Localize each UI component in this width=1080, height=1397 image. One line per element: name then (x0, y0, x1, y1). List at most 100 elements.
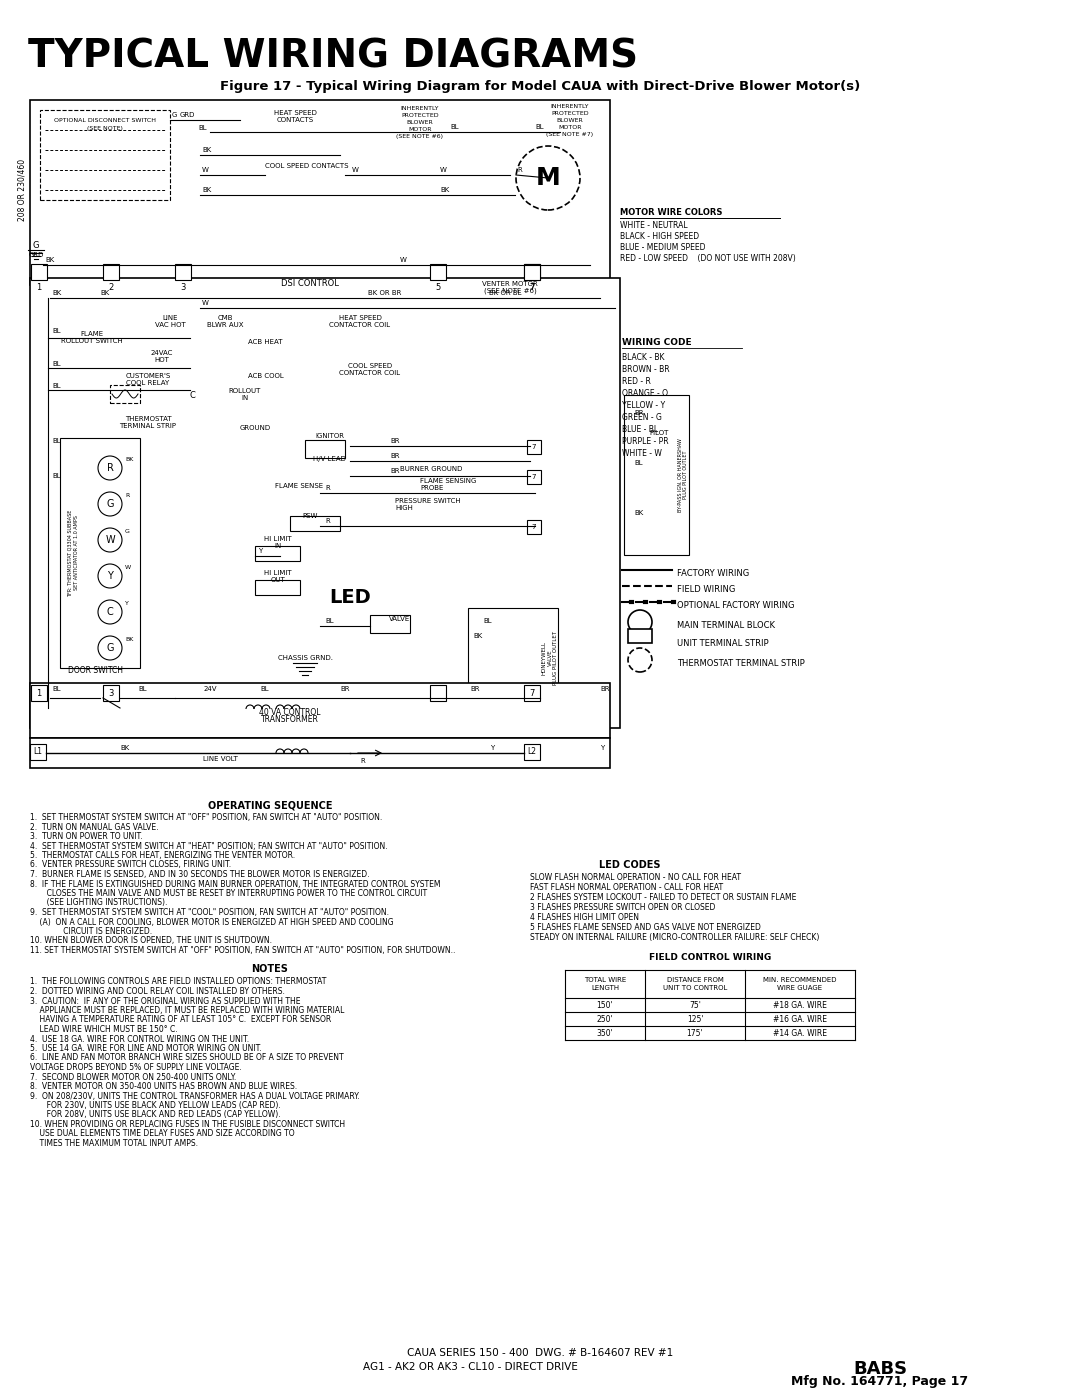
Bar (30, 745, 46, 760)
Text: Y: Y (125, 601, 129, 606)
Text: MOTOR: MOTOR (558, 124, 582, 130)
Text: C: C (107, 608, 113, 617)
Text: M: M (536, 166, 561, 190)
Text: R: R (107, 462, 113, 474)
Text: PILOT: PILOT (649, 430, 669, 436)
Text: G: G (106, 643, 113, 652)
Text: ACB HEAT: ACB HEAT (248, 339, 283, 345)
Text: 2.  DOTTED WIRING AND COOL RELAY COIL INSTALLED BY OTHERS.: 2. DOTTED WIRING AND COOL RELAY COIL INS… (30, 988, 285, 996)
Text: L2: L2 (527, 747, 537, 757)
Text: CAUA SERIES 150 - 400  DWG. # B-164607 REV #1: CAUA SERIES 150 - 400 DWG. # B-164607 RE… (407, 1348, 673, 1358)
Text: FLAME: FLAME (80, 331, 104, 337)
Text: R: R (325, 518, 329, 524)
Bar (627, 629, 652, 643)
Text: TOTAL WIRE
LENGTH: TOTAL WIRE LENGTH (584, 978, 626, 990)
Text: INHERENTLY: INHERENTLY (401, 106, 440, 110)
Text: 3: 3 (108, 689, 113, 697)
Text: R: R (517, 168, 522, 173)
Text: #14 GA. WIRE: #14 GA. WIRE (773, 1028, 827, 1038)
Text: MOTOR WIRE COLORS: MOTOR WIRE COLORS (620, 208, 723, 217)
Text: LEAD WIRE WHICH MUST BE 150° C.: LEAD WIRE WHICH MUST BE 150° C. (30, 1025, 177, 1034)
Text: BL: BL (450, 124, 459, 130)
Text: CHASSIS GRND.: CHASSIS GRND. (278, 655, 333, 661)
Bar (30, 101, 610, 285)
Text: HI LIMIT: HI LIMIT (265, 536, 292, 542)
Text: THERMOSTAT: THERMOSTAT (124, 416, 172, 422)
Text: 7.  SECOND BLOWER MOTOR ON 250-400 UNITS ONLY.: 7. SECOND BLOWER MOTOR ON 250-400 UNITS … (30, 1073, 237, 1081)
Text: BL: BL (52, 474, 60, 479)
Text: 7: 7 (529, 689, 535, 697)
Text: BL: BL (535, 124, 543, 130)
Text: 150': 150' (596, 1000, 613, 1010)
Bar (305, 440, 345, 458)
Text: W: W (352, 168, 359, 173)
Text: 11. SET THERMOSTAT SYSTEM SWITCH AT "OFF" POSITION, FAN SWITCH AT "AUTO" POSITIO: 11. SET THERMOSTAT SYSTEM SWITCH AT "OFF… (30, 946, 456, 956)
Text: BY-PASS IGN. OR HANERSHAW
PLUG PILOT OUTLET: BY-PASS IGN. OR HANERSHAW PLUG PILOT OUT… (677, 439, 688, 511)
Text: BL: BL (52, 383, 60, 388)
Text: TYPICAL WIRING DIAGRAMS: TYPICAL WIRING DIAGRAMS (28, 36, 638, 75)
Bar (255, 546, 300, 562)
Text: ORANGE - O: ORANGE - O (622, 388, 669, 398)
Text: APPLIANCE MUST BE REPLACED, IT MUST BE REPLACED WITH WIRING MATERIAL: APPLIANCE MUST BE REPLACED, IT MUST BE R… (30, 1006, 345, 1016)
Text: ROLLOUT SWITCH: ROLLOUT SWITCH (62, 338, 123, 344)
Text: HAVING A TEMPERATURE RATING OF AT LEAST 105° C.  EXCEPT FOR SENSOR: HAVING A TEMPERATURE RATING OF AT LEAST … (30, 1016, 332, 1024)
Text: BK: BK (120, 745, 130, 752)
Text: 5.  USE 14 GA. WIRE FOR LINE AND MOTOR WIRING ON UNIT.: 5. USE 14 GA. WIRE FOR LINE AND MOTOR WI… (30, 1044, 261, 1053)
Text: 2: 2 (108, 284, 113, 292)
Text: W: W (125, 564, 131, 570)
Bar (30, 278, 620, 728)
Text: VOLTAGE DROPS BEYOND 5% OF SUPPLY LINE VOLTAGE.: VOLTAGE DROPS BEYOND 5% OF SUPPLY LINE V… (30, 1063, 242, 1071)
Text: RED - LOW SPEED    (DO NOT USE WITH 208V): RED - LOW SPEED (DO NOT USE WITH 208V) (620, 254, 796, 263)
Text: BL: BL (484, 617, 492, 624)
Text: BABS: BABS (853, 1361, 907, 1377)
Text: BR: BR (390, 453, 400, 460)
Text: COOL SPEED: COOL SPEED (348, 363, 392, 369)
Text: 125': 125' (687, 1014, 703, 1024)
Text: LED: LED (329, 588, 370, 608)
Text: BLUE - BL: BLUE - BL (622, 425, 658, 434)
Text: HEAT SPEED: HEAT SPEED (338, 314, 381, 321)
Text: BK: BK (440, 187, 449, 193)
Circle shape (98, 492, 122, 515)
Bar (430, 264, 446, 279)
Text: ROLLOUT: ROLLOUT (229, 388, 261, 394)
Text: PURPLE - PR: PURPLE - PR (622, 437, 669, 446)
Text: 4.  USE 18 GA. WIRE FOR CONTROL WIRING ON THE UNIT.: 4. USE 18 GA. WIRE FOR CONTROL WIRING ON… (30, 1035, 249, 1044)
Text: FACTORY WIRING: FACTORY WIRING (677, 569, 750, 577)
Text: RED - R: RED - R (622, 377, 651, 386)
Text: CONTACTOR COIL: CONTACTOR COIL (329, 321, 391, 328)
Bar (527, 440, 541, 454)
Text: BL: BL (52, 360, 60, 367)
Text: #16 GA. WIRE: #16 GA. WIRE (773, 1014, 827, 1024)
Text: FOR 208V, UNITS USE BLACK AND RED LEADS (CAP YELLOW).: FOR 208V, UNITS USE BLACK AND RED LEADS … (30, 1111, 281, 1119)
Bar (30, 738, 610, 768)
Text: VAC HOT: VAC HOT (154, 321, 186, 328)
Text: (SEE NOTE #6): (SEE NOTE #6) (396, 134, 444, 138)
Text: CIRCUIT IS ENERGIZED.: CIRCUIT IS ENERGIZED. (30, 928, 152, 936)
Circle shape (98, 528, 122, 552)
Text: 3: 3 (180, 284, 186, 292)
Text: PROBE: PROBE (420, 485, 444, 490)
Text: 5: 5 (435, 284, 441, 292)
Text: NOTES: NOTES (252, 964, 288, 975)
Text: (SEE NOTE): (SEE NOTE) (87, 126, 123, 131)
Text: OPTIONAL FACTORY WIRING: OPTIONAL FACTORY WIRING (677, 601, 795, 609)
Circle shape (98, 455, 122, 481)
Text: 4 FLASHES HIGH LIMIT OPEN: 4 FLASHES HIGH LIMIT OPEN (530, 914, 639, 922)
Bar (624, 395, 689, 555)
Circle shape (98, 636, 122, 659)
Text: YELLOW - Y: YELLOW - Y (622, 401, 665, 409)
Text: 24V: 24V (203, 686, 217, 692)
Bar (524, 685, 540, 701)
Text: W: W (105, 535, 114, 545)
Text: W: W (400, 257, 407, 263)
Text: AG1 - AK2 OR AK3 - CL10 - DIRECT DRIVE: AG1 - AK2 OR AK3 - CL10 - DIRECT DRIVE (363, 1362, 578, 1372)
Bar (103, 264, 119, 279)
Text: HIGH: HIGH (395, 504, 413, 511)
Text: W: W (440, 168, 447, 173)
Text: 10. WHEN BLOWER DOOR IS OPENED, THE UNIT IS SHUTDOWN.: 10. WHEN BLOWER DOOR IS OPENED, THE UNIT… (30, 936, 272, 946)
Text: BL: BL (635, 460, 644, 467)
Bar (527, 469, 541, 483)
Text: STEADY ON INTERNAL FAILURE (MICRO-CONTROLLER FAILURE: SELF CHECK): STEADY ON INTERNAL FAILURE (MICRO-CONTRO… (530, 933, 820, 942)
Text: COOL RELAY: COOL RELAY (126, 380, 170, 386)
